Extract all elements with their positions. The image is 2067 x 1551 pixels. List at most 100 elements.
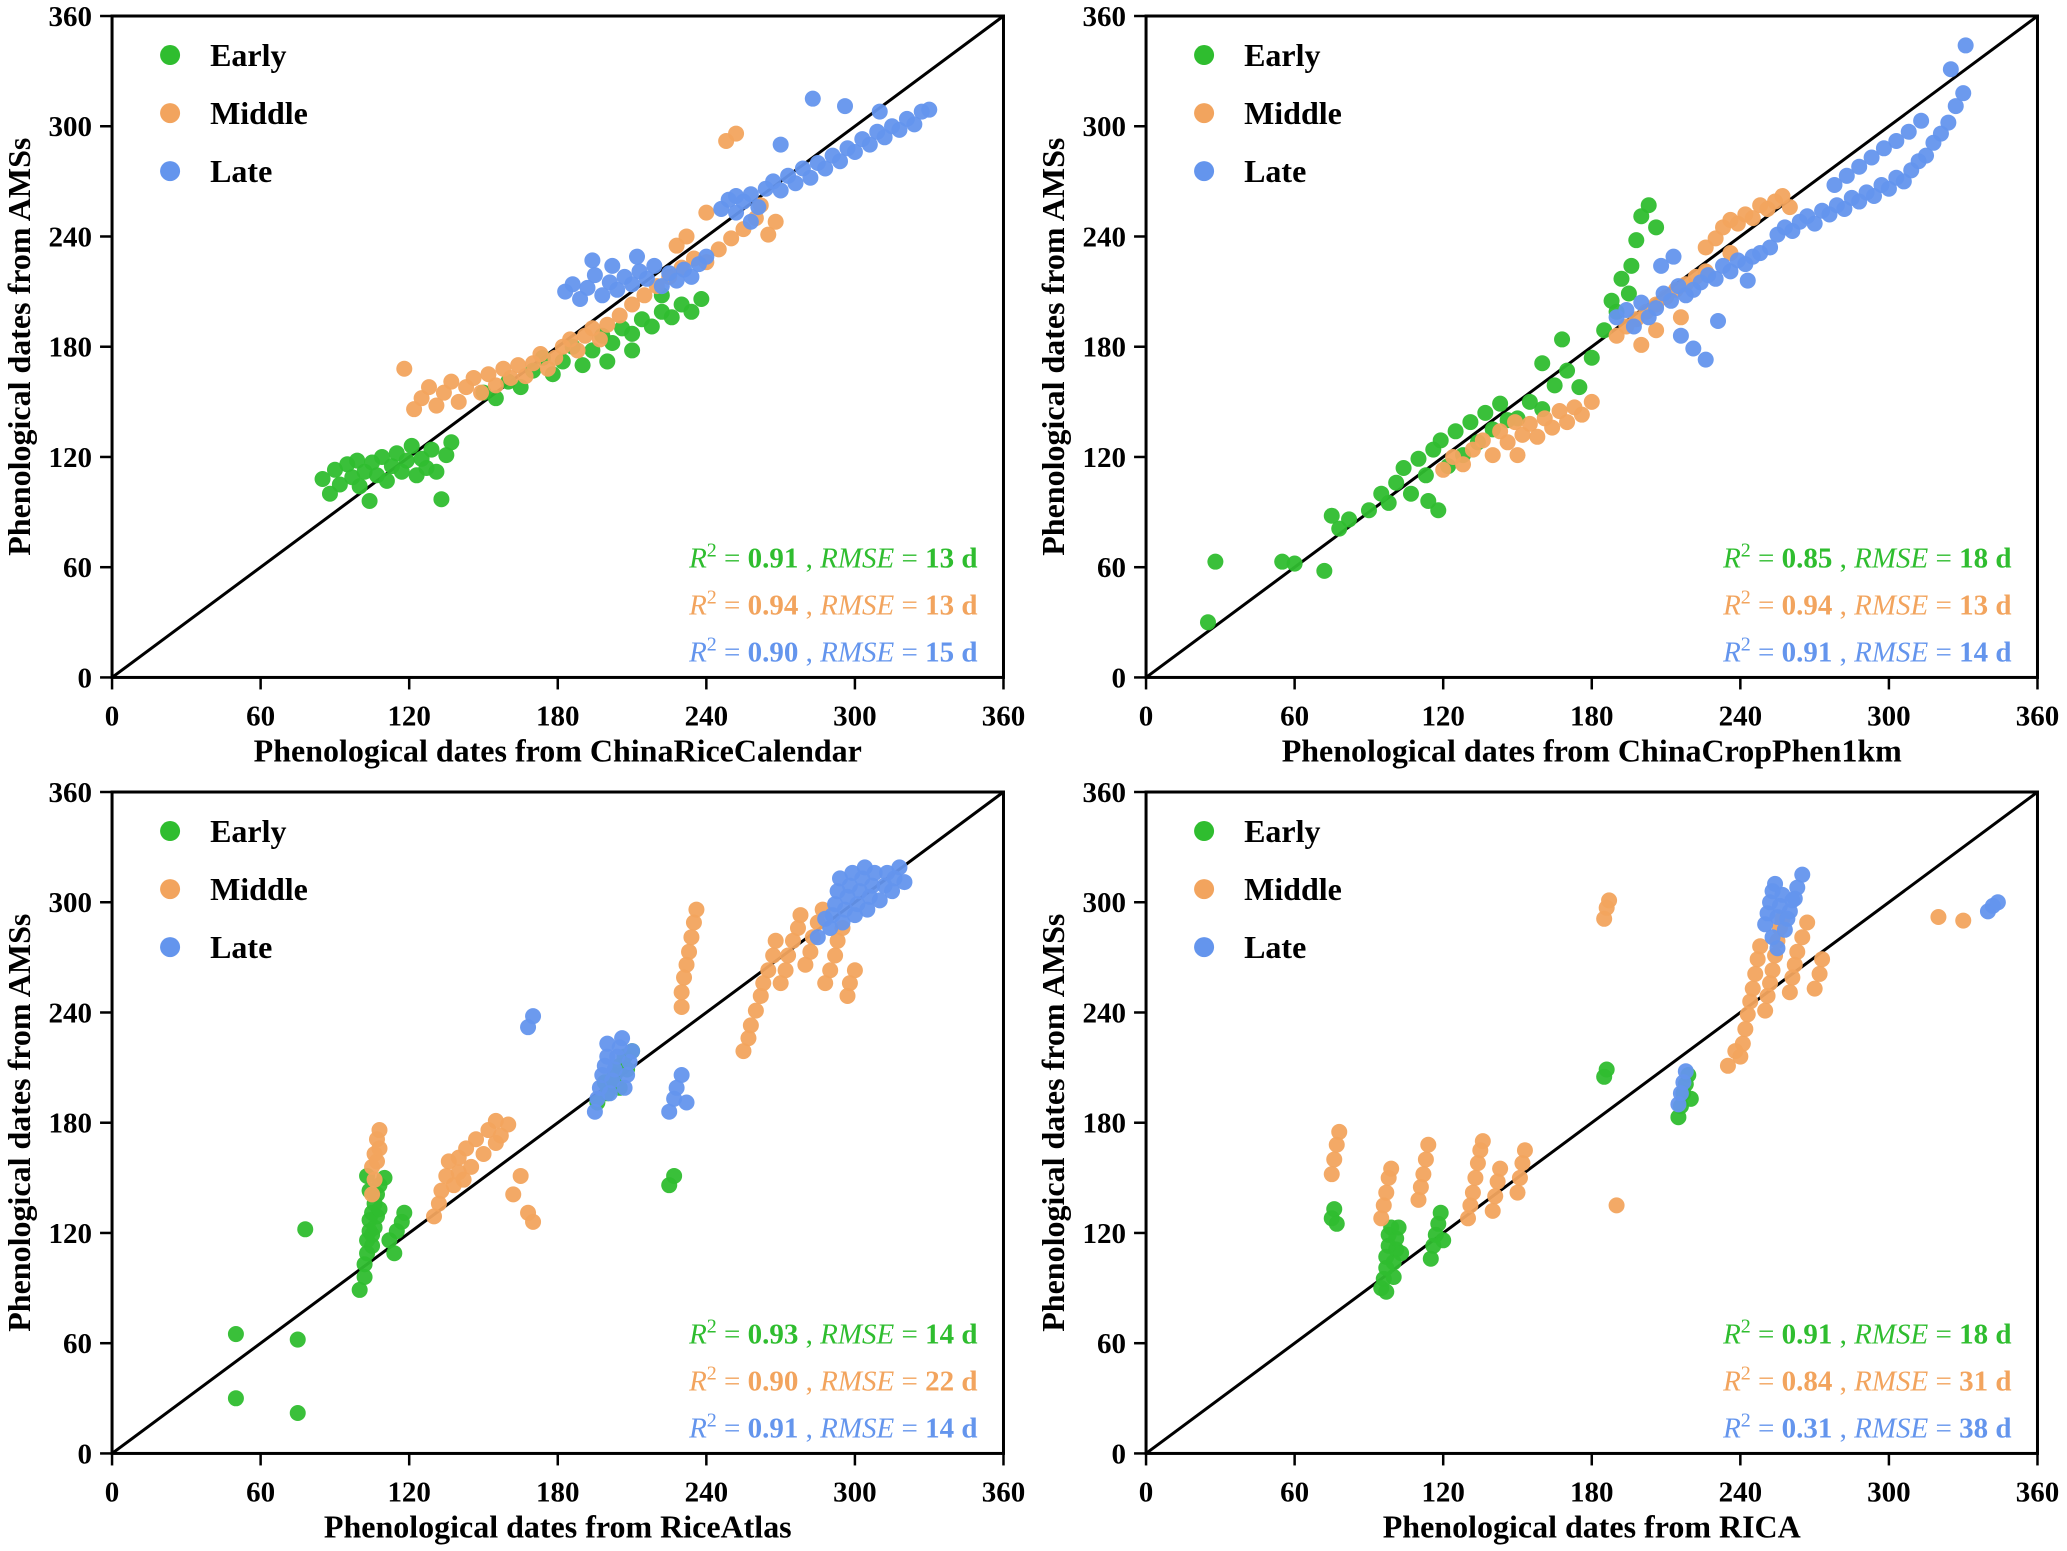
plot-frame	[1144, 790, 2039, 1455]
y-tick-label: 360	[1082, 1, 1125, 33]
x-tick-label: 0	[1138, 700, 1152, 732]
y-tick-label: 60	[1097, 1328, 1126, 1360]
x-tick-label: 60	[1280, 1476, 1309, 1508]
x-tick-label: 360	[2015, 1476, 2058, 1508]
y-axis-label: Phenological dates from AMSs	[1, 913, 37, 1331]
y-tick-label: 0	[78, 662, 92, 694]
series-late	[1669, 866, 2006, 1112]
stats-middle: R2 = 0.94 , RMSE = 13 d	[688, 586, 977, 621]
plot-frame	[110, 790, 1005, 1455]
y-tick-label: 0	[1111, 662, 1125, 694]
series-middle	[364, 901, 863, 1230]
legend-label-late: Late	[1244, 929, 1306, 965]
y-tick-label: 60	[63, 1328, 92, 1360]
plot-frame	[1144, 14, 2039, 679]
scatter-plot-chinacropphen1km: 0 0 60 60 120 120 180 180 240 240 300 300 360 360 Earl…	[1034, 0, 2067, 776]
y-tick-label: 300	[49, 887, 92, 919]
x-tick-label: 180	[1570, 700, 1613, 732]
x-tick-label: 120	[1421, 700, 1464, 732]
legend-label-late: Late	[210, 929, 272, 965]
scatter-plot-chinaricecalendar: 0 0 60 60 120 120 180 180 240 240 300 300 360 360 Earl…	[0, 0, 1034, 776]
series-middle	[1323, 891, 1971, 1226]
y-tick-label: 240	[49, 997, 92, 1029]
stats-middle: R2 = 0.84 , RMSE = 31 d	[1722, 1362, 2011, 1397]
series-early	[314, 287, 710, 510]
x-tick-label: 0	[1138, 1476, 1152, 1508]
y-tick-label: 120	[49, 1217, 92, 1249]
x-tick-label: 240	[685, 700, 728, 732]
scatter-svg: 00 60 60 120 120 180 180 240 240 300 300 360 360 Earl…	[1, 777, 1025, 1544]
y-tick-label: 60	[63, 552, 92, 584]
scatter-svg: 00 60 60 120 120 180 180 240 240 300 300 360 360 Earl…	[1, 1, 1025, 768]
legend-marker-early	[160, 820, 181, 841]
y-tick-label: 120	[1082, 1217, 1125, 1249]
y-tick-label: 120	[49, 442, 92, 474]
x-tick-label: 0	[105, 1476, 119, 1508]
legend-label-middle: Middle	[210, 871, 308, 907]
y-tick-label: 360	[1082, 777, 1125, 809]
x-tick-label: 60	[246, 700, 275, 732]
stats-early: R2 = 0.93 , RMSE = 14 d	[688, 1315, 977, 1350]
legend-marker-late	[160, 161, 181, 182]
legend-marker-late	[1193, 936, 1214, 957]
x-tick-label: 180	[1570, 1476, 1613, 1508]
legend-label-early: Early	[210, 37, 286, 73]
scatter-svg: 00 60 60 120 120 180 180 240 240 300 300 360 360 Earl…	[1035, 1, 2059, 768]
y-tick-label: 240	[49, 221, 92, 253]
identity-line	[1144, 790, 2038, 1455]
y-tick-label: 180	[1082, 332, 1125, 364]
series-early	[1199, 197, 1664, 631]
legend-label-early: Early	[1244, 813, 1320, 849]
series-middle	[396, 125, 784, 418]
series-late	[1608, 37, 1974, 368]
legend-label-early: Early	[1244, 37, 1320, 73]
x-tick-label: 240	[1718, 1476, 1761, 1508]
plot-frame	[110, 14, 1005, 679]
x-tick-label: 120	[1421, 1476, 1464, 1508]
x-tick-label: 360	[982, 1476, 1025, 1508]
y-tick-label: 0	[78, 1438, 92, 1470]
y-tick-label: 300	[49, 111, 92, 143]
x-tick-label: 300	[833, 1476, 876, 1508]
legend-marker-middle	[160, 103, 181, 124]
y-tick-label: 240	[1082, 997, 1125, 1029]
x-tick-label: 360	[2015, 700, 2058, 732]
x-tick-label: 120	[387, 700, 430, 732]
stats-late: R2 = 0.31 , RMSE = 38 d	[1722, 1409, 2011, 1444]
x-axis-label: Phenological dates from RICA	[1382, 1508, 1800, 1544]
legend-marker-early	[1193, 820, 1214, 841]
y-tick-label: 360	[49, 777, 92, 809]
legend-label-late: Late	[210, 153, 272, 189]
x-tick-label: 0	[105, 700, 119, 732]
y-tick-label: 240	[1082, 221, 1125, 253]
legend-marker-middle	[1193, 878, 1214, 899]
stats-late: R2 = 0.90 , RMSE = 15 d	[688, 633, 977, 668]
stats-late: R2 = 0.91 , RMSE = 14 d	[688, 1409, 977, 1444]
x-tick-label: 300	[1867, 700, 1910, 732]
x-tick-label: 300	[833, 700, 876, 732]
x-tick-label: 180	[536, 1476, 579, 1508]
legend-marker-late	[1193, 161, 1214, 182]
y-tick-label: 180	[49, 332, 92, 364]
y-tick-label: 60	[1097, 552, 1126, 584]
x-tick-label: 360	[982, 700, 1025, 732]
x-tick-label: 300	[1867, 1476, 1910, 1508]
x-axis-label: Phenological dates from ChinaCropPhen1km	[1281, 732, 1901, 768]
y-axis-label: Phenological dates from AMSs	[1035, 138, 1071, 556]
y-tick-label: 180	[1082, 1107, 1125, 1139]
y-tick-label: 360	[49, 1, 92, 33]
scatter-plot-rica: 0 0 60 60 120 120 180 180 240 240 300 300 360 360 Earl…	[1034, 776, 2067, 1551]
scatter-plot-riceatlas: 0 0 60 60 120 120 180 180 240 240 300 300 360 360 Earl…	[0, 776, 1034, 1551]
x-tick-label: 240	[685, 1476, 728, 1508]
stats-middle: R2 = 0.90 , RMSE = 22 d	[688, 1362, 977, 1397]
legend-label-middle: Middle	[210, 95, 308, 131]
y-tick-label: 120	[1082, 442, 1125, 474]
y-tick-label: 300	[1082, 887, 1125, 919]
x-tick-label: 60	[246, 1476, 275, 1508]
y-axis-label: Phenological dates from AMSs	[1, 138, 37, 556]
x-tick-label: 120	[387, 1476, 430, 1508]
y-tick-label: 0	[1111, 1438, 1125, 1470]
legend-marker-middle	[160, 878, 181, 899]
y-tick-label: 180	[49, 1107, 92, 1139]
